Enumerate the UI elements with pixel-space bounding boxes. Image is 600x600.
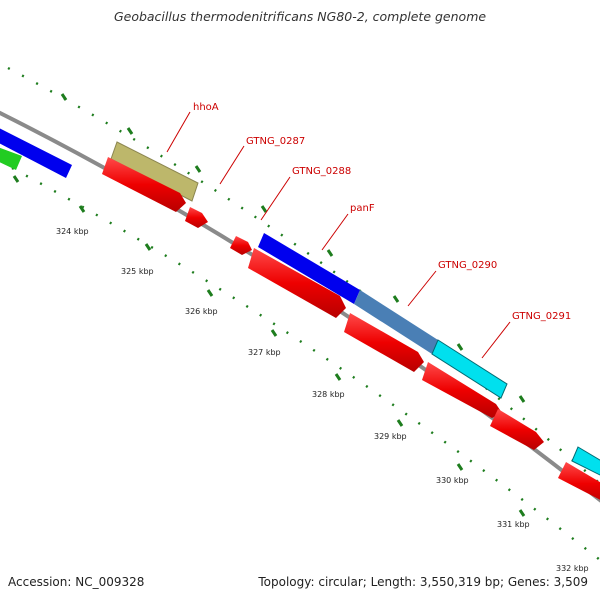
gene-labels: hhoA GTNG_0287 GTNG_0288 panF GTNG_0290 … [193, 102, 571, 322]
map-title: Geobacillus thermodenitrificans NG80-2, … [113, 9, 487, 24]
feature-blue-partial[interactable] [0, 126, 72, 178]
scale-label-329: 329 kbp [374, 432, 407, 441]
gene-label-hhoA[interactable]: hhoA [193, 102, 219, 113]
reverse-strand-features [102, 157, 600, 505]
inner-major-ticks [12, 175, 526, 517]
feature-red-long-b[interactable] [344, 313, 424, 372]
scale-label-324: 324 kbp [56, 227, 89, 236]
forward-strand-features [0, 126, 600, 480]
feature-cyan-partial[interactable] [571, 446, 600, 480]
scale-label-326: 326 kbp [185, 307, 218, 316]
feature-GTNG-0291[interactable] [431, 339, 508, 399]
scale-label-330: 330 kbp [436, 476, 469, 485]
feature-hhoA[interactable] [110, 141, 199, 202]
scale-label-327: 327 kbp [248, 348, 281, 357]
accession-text: Accession: NC_009328 [8, 575, 145, 589]
gene-label-panF[interactable]: panF [350, 203, 375, 214]
feature-GTNG-0287[interactable] [102, 157, 186, 212]
scale-label-331: 331 kbp [497, 520, 530, 529]
feature-red-partial[interactable] [558, 462, 600, 505]
gene-label-GTNG-0290[interactable]: GTNG_0290 [438, 260, 497, 271]
scale-label-332: 332 kbp [556, 564, 589, 573]
feature-GTNG-0288[interactable] [185, 207, 208, 228]
feature-GTNG-0290[interactable] [354, 290, 438, 354]
feature-red-long-c[interactable] [422, 362, 502, 418]
feature-red-long-a[interactable] [248, 248, 346, 318]
gene-label-GTNG-0288[interactable]: GTNG_0288 [292, 166, 351, 177]
scale-label-328: 328 kbp [312, 390, 345, 399]
feature-red-long-d[interactable] [490, 409, 544, 450]
genome-summary-text: Topology: circular; Length: 3,550,319 bp… [258, 575, 588, 589]
gene-label-GTNG-0287[interactable]: GTNG_0287 [246, 136, 305, 147]
feature-red-small-a[interactable] [230, 236, 252, 255]
gene-label-GTNG-0291[interactable]: GTNG_0291 [512, 311, 571, 322]
inner-tick-ring [11, 166, 600, 561]
label-leaders [166, 111, 511, 359]
scale-labels: 324 kbp 325 kbp 326 kbp 327 kbp 328 kbp … [56, 227, 589, 573]
scale-label-325: 325 kbp [121, 267, 154, 276]
feature-green-partial[interactable] [0, 146, 22, 170]
feature-panF[interactable] [258, 233, 360, 304]
